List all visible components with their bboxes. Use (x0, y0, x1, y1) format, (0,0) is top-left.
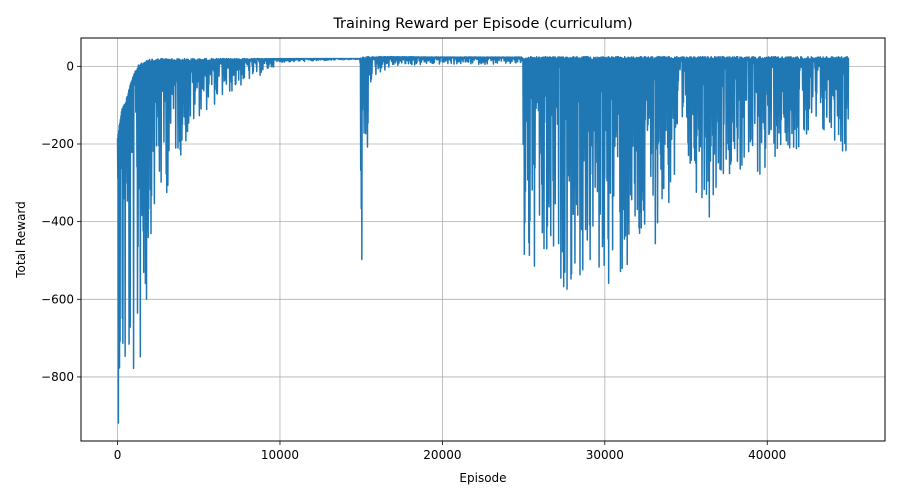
y-axis-title: Total Reward (14, 201, 28, 279)
ticks: 0 10000 20000 30000 40000 0 −200 −400 −600 −800 (41, 59, 786, 462)
x-tick-label: 20000 (423, 448, 461, 462)
y-tick-label: −400 (41, 215, 74, 229)
plot-frame (80, 37, 886, 442)
x-axis-title: Episode (459, 471, 506, 485)
x-tick-label: 10000 (261, 448, 299, 462)
chart-title: Training Reward per Episode (curriculum) (332, 16, 632, 32)
y-tick-label: −800 (41, 370, 74, 384)
y-tick-label: 0 (66, 59, 74, 73)
x-tick-label: 30000 (586, 448, 624, 462)
reward-series-line (116, 55, 850, 424)
data-layer (116, 55, 850, 424)
y-tick-label: −200 (41, 137, 74, 151)
x-tick-label: 0 (114, 448, 122, 462)
x-tick-label: 40000 (748, 448, 786, 462)
y-tick-label: −600 (41, 292, 74, 306)
